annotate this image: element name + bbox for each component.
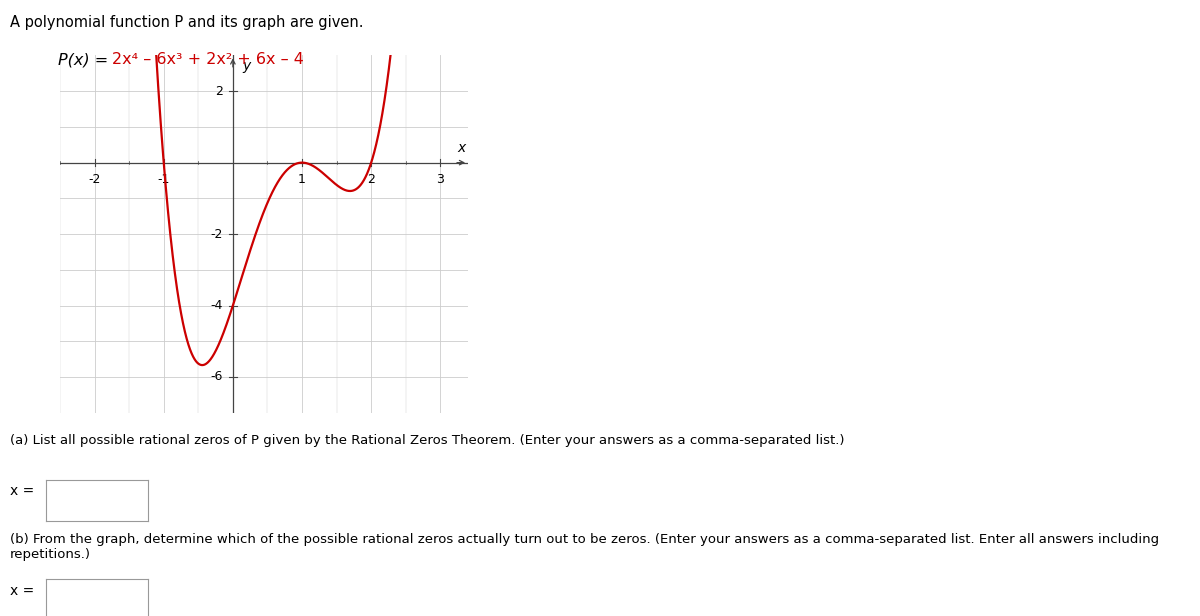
Text: (a) List all possible rational zeros of P given by the Rational Zeros Theorem. (: (a) List all possible rational zeros of … [10,434,844,447]
Text: -2: -2 [210,227,222,241]
Text: 2x⁴ – 6x³ + 2x² + 6x – 4: 2x⁴ – 6x³ + 2x² + 6x – 4 [112,52,304,67]
Text: (b) From the graph, determine which of the possible rational zeros actually turn: (b) From the graph, determine which of t… [10,533,1159,561]
Text: 1: 1 [298,172,306,185]
Text: x =: x = [10,584,34,598]
Text: -4: -4 [210,299,222,312]
Text: 2: 2 [215,84,222,98]
Text: 3: 3 [437,172,444,185]
Text: P(x) =: P(x) = [58,52,113,67]
Text: A polynomial function P and its graph are given.: A polynomial function P and its graph ar… [10,15,364,30]
Text: -1: -1 [157,172,170,185]
Text: x: x [457,141,466,155]
Text: -6: -6 [210,370,222,384]
Text: -2: -2 [89,172,101,185]
Text: 2: 2 [367,172,376,185]
Text: y: y [242,59,250,73]
Text: x =: x = [10,484,34,498]
